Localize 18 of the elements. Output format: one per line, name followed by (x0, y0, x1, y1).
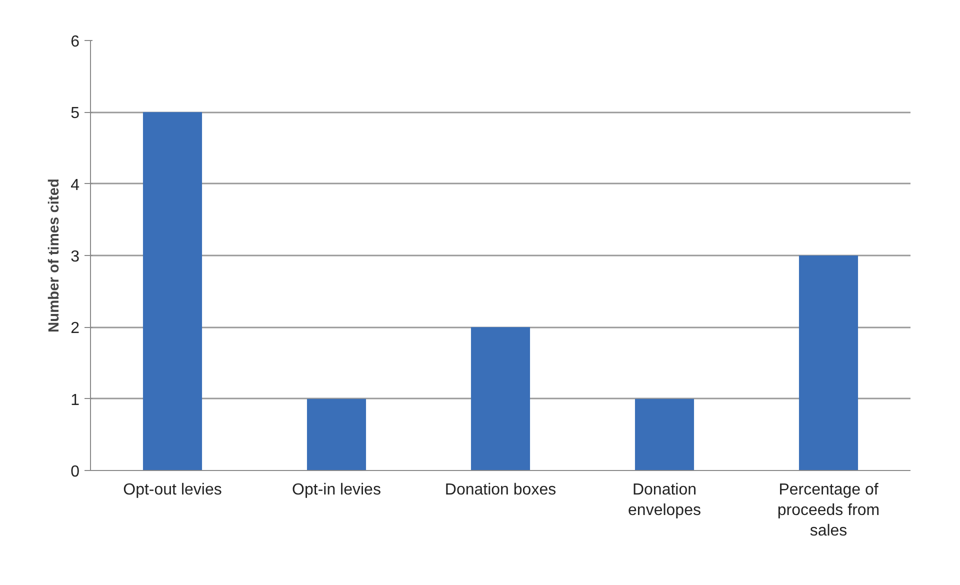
x-tick-label: Donation envelopes (628, 482, 701, 519)
y-tick-label: 4 (70, 176, 80, 194)
y-tick-label: 5 (70, 105, 80, 122)
y-axis-title: Number of times cited (46, 178, 63, 332)
y-tick-label: 3 (70, 248, 80, 266)
bar (634, 398, 694, 470)
bar (798, 256, 858, 470)
y-tick-label: 0 (70, 464, 80, 480)
bar (470, 327, 530, 470)
bar (142, 112, 202, 470)
x-tick-label: Opt-out levies (123, 482, 222, 498)
y-tick-label: 2 (70, 320, 80, 338)
y-tick-label: 1 (70, 392, 80, 409)
y-tick-label: 6 (70, 34, 80, 50)
x-tick-label: Percentage of proceeds from sales (777, 482, 880, 540)
x-tick-label: Opt-in levies (292, 482, 381, 498)
bar (306, 398, 366, 470)
x-tick-label: Donation boxes (444, 482, 556, 498)
